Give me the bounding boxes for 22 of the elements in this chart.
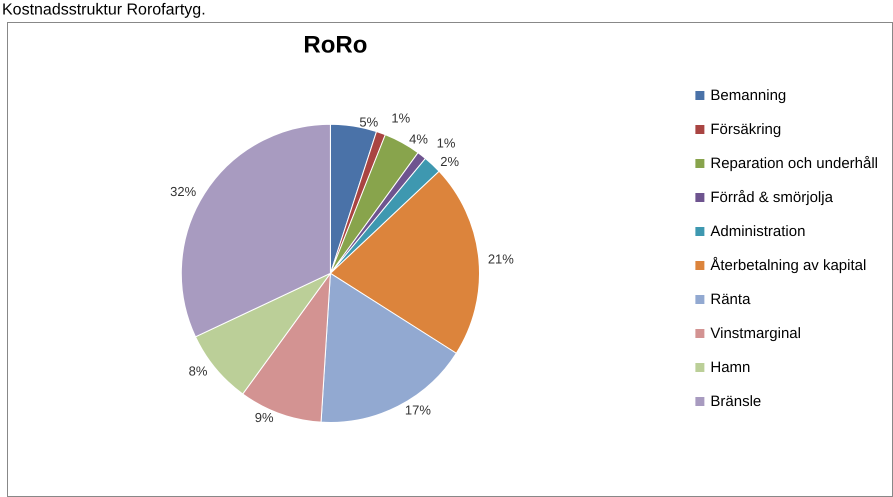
data-label: 2%	[440, 154, 460, 170]
text: Kostnadsstruktur Rorofartyg.	[2, 2, 206, 18]
legend-label: Hamn	[710, 359, 750, 376]
data-label: 9%	[254, 410, 274, 425]
data-label: 17%	[404, 402, 432, 418]
data-label: 21%	[488, 251, 514, 266]
chart-title: RoRo	[303, 32, 368, 58]
data-label: 5%	[359, 114, 379, 130]
legend-label: Förråd & smörjolja	[710, 189, 834, 206]
data-label: 8%	[188, 363, 208, 378]
data-label: 4%	[409, 132, 428, 147]
legend-label: Försäkring	[710, 121, 782, 138]
legend-label: Återbetalning av kapital	[710, 256, 866, 274]
data-label: 1%	[391, 110, 411, 126]
legend-label: Bränsle	[710, 393, 762, 410]
legend-label: Vinstmarginal	[710, 325, 801, 342]
legend-label: Bemanning	[710, 87, 786, 104]
legend-label: Administration	[710, 223, 806, 240]
legend-label: Ränta	[710, 291, 752, 308]
data-label: 1%	[436, 135, 456, 150]
legend-label: Reparation och underhåll	[710, 155, 878, 172]
data-label: 32%	[170, 184, 197, 199]
